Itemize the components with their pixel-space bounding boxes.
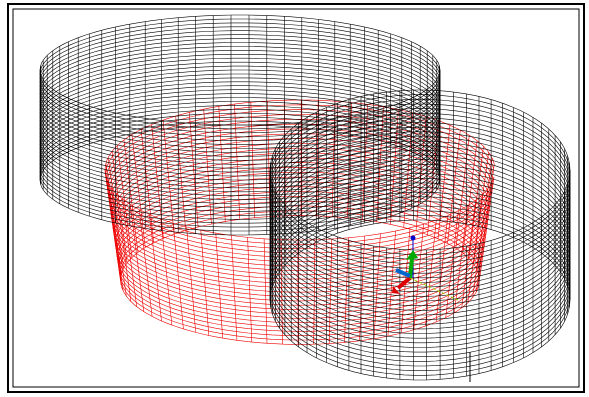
band-rib	[138, 209, 153, 317]
band-rib	[373, 233, 381, 339]
viewport-inner-frame	[12, 8, 580, 388]
band-rib	[107, 181, 124, 291]
band-rib	[478, 164, 495, 275]
band-rib	[478, 176, 495, 287]
band-rib	[200, 230, 210, 336]
band-rib	[104, 169, 121, 280]
band-rib	[215, 233, 223, 339]
band-rib	[435, 215, 449, 323]
band-rib	[111, 151, 128, 263]
band-rib	[162, 120, 175, 235]
band-rib	[115, 193, 132, 302]
band-rib	[175, 116, 186, 231]
band-rib	[131, 134, 146, 248]
band-rib	[160, 218, 173, 326]
band-rib	[455, 135, 470, 249]
band-rib	[267, 100, 271, 217]
band-rib	[387, 230, 396, 337]
ucs-gizmo	[392, 235, 459, 301]
axis-y-head	[406, 250, 418, 260]
band-rib	[189, 112, 199, 228]
band-rib	[110, 187, 127, 297]
band-rib	[413, 224, 424, 330]
band-rib	[172, 223, 184, 329]
band-rib	[107, 157, 124, 269]
band-rib	[231, 235, 238, 341]
band-rib	[390, 109, 399, 225]
band-rib	[247, 237, 253, 343]
band-rib	[461, 200, 476, 308]
viewport-frame	[7, 3, 585, 393]
band-rib	[186, 226, 196, 333]
band-rib	[473, 152, 489, 264]
band-rib	[263, 238, 268, 344]
band-rib	[234, 104, 241, 220]
band-rib	[140, 129, 155, 243]
band-rib	[328, 239, 333, 344]
axis-x-head	[392, 286, 400, 294]
band-rib	[149, 214, 162, 321]
band-rib	[447, 130, 461, 244]
axis-x-guide	[409, 277, 459, 301]
axis-view-arrow	[395, 268, 411, 278]
band-rib	[344, 237, 349, 343]
axis-x-arrow	[396, 276, 412, 290]
axis-z-tip	[410, 235, 416, 241]
wireframe-model	[39, 14, 571, 381]
